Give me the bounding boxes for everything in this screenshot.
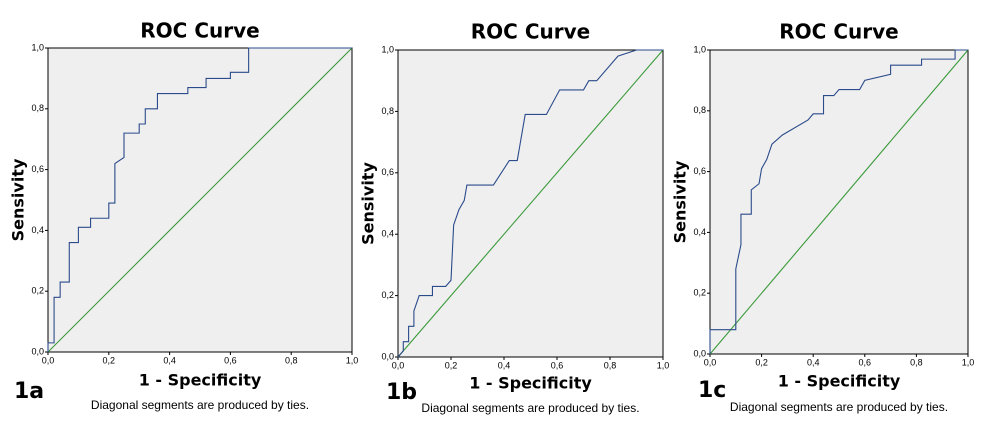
footnote: Diagonal segments are produced by ties.: [421, 401, 639, 415]
x-tick-label: 0,8: [910, 357, 923, 367]
y-tick-label: 0,0: [31, 346, 44, 356]
y-tick-label: 0,6: [693, 166, 706, 176]
roc-curve: [709, 49, 968, 354]
x-axis-label: 1 - Specificity: [139, 371, 262, 390]
x-tick-label: 1,0: [346, 355, 359, 365]
chart-title: ROC Curve: [779, 20, 898, 44]
y-axis-label: Sensivity: [671, 160, 690, 243]
x-tick-label: 0,6: [551, 360, 564, 370]
y-tick-label: 0,2: [381, 290, 394, 300]
reference-line: [709, 49, 969, 355]
y-tick-label: 0,8: [693, 105, 706, 115]
y-tick-label: 1,0: [381, 44, 394, 54]
y-tick-label: 0,8: [31, 103, 44, 113]
y-tick-label: 0,6: [31, 164, 44, 174]
y-axis-label: Sensivity: [9, 158, 28, 241]
x-tick-label: 0,2: [103, 355, 116, 365]
y-tick-label: 0,2: [31, 286, 44, 296]
panel-label: 1c: [698, 378, 726, 403]
x-tick-label: 0,2: [755, 357, 768, 367]
x-axis-label: 1 - Specificity: [778, 372, 901, 391]
x-tick-label: 0,4: [163, 355, 176, 365]
footnote: Diagonal segments are produced by ties.: [91, 398, 309, 412]
chart-title: ROC Curve: [471, 20, 590, 44]
chart-panel: ROC Curve 1 - Specificity Sensivity 1b Diago…: [359, 20, 670, 416]
x-tick-label: 1,0: [657, 360, 670, 370]
x-tick-label: 0,0: [42, 355, 55, 365]
panel-label: 1b: [386, 380, 417, 405]
x-tick-label: 0,8: [604, 360, 617, 370]
y-tick-label: 0,4: [693, 227, 706, 237]
y-tick-label: 0,0: [381, 351, 394, 361]
x-tick-label: 0,8: [285, 355, 298, 365]
x-tick-label: 0,4: [807, 357, 820, 367]
footnote: Diagonal segments are produced by ties.: [730, 400, 948, 414]
chart-panel: ROC Curve 1 - Specificity Sensivity 1c Diago…: [671, 20, 975, 415]
x-tick-label: 0,4: [498, 360, 511, 370]
x-tick-label: 0,0: [704, 357, 717, 367]
chart-panel: ROC Curve 1 - Specificity Sensivity 1a Diago…: [9, 19, 359, 413]
y-tick-label: 0,8: [381, 106, 394, 116]
y-tick-label: 1,0: [693, 44, 706, 54]
reference-line: [47, 47, 353, 353]
y-tick-label: 0,4: [31, 225, 44, 235]
y-tick-label: 0,4: [381, 229, 394, 239]
x-tick-label: 0,6: [224, 355, 237, 365]
y-tick-label: 0,0: [693, 348, 706, 358]
y-tick-label: 0,6: [381, 167, 394, 177]
chart-title: ROC Curve: [140, 19, 259, 43]
roc-curve: [397, 49, 663, 358]
x-tick-label: 0,0: [392, 360, 405, 370]
x-tick-label: 1,0: [962, 357, 975, 367]
x-tick-label: 0,2: [445, 360, 458, 370]
x-axis-label: 1 - Specificity: [469, 374, 592, 393]
y-axis-label: Sensivity: [359, 162, 378, 245]
y-tick-label: 0,2: [693, 288, 706, 298]
x-tick-label: 0,6: [859, 357, 872, 367]
reference-line: [397, 49, 664, 358]
panel-label: 1a: [14, 379, 44, 404]
roc-curve: [47, 47, 352, 352]
y-tick-label: 1,0: [31, 42, 44, 52]
